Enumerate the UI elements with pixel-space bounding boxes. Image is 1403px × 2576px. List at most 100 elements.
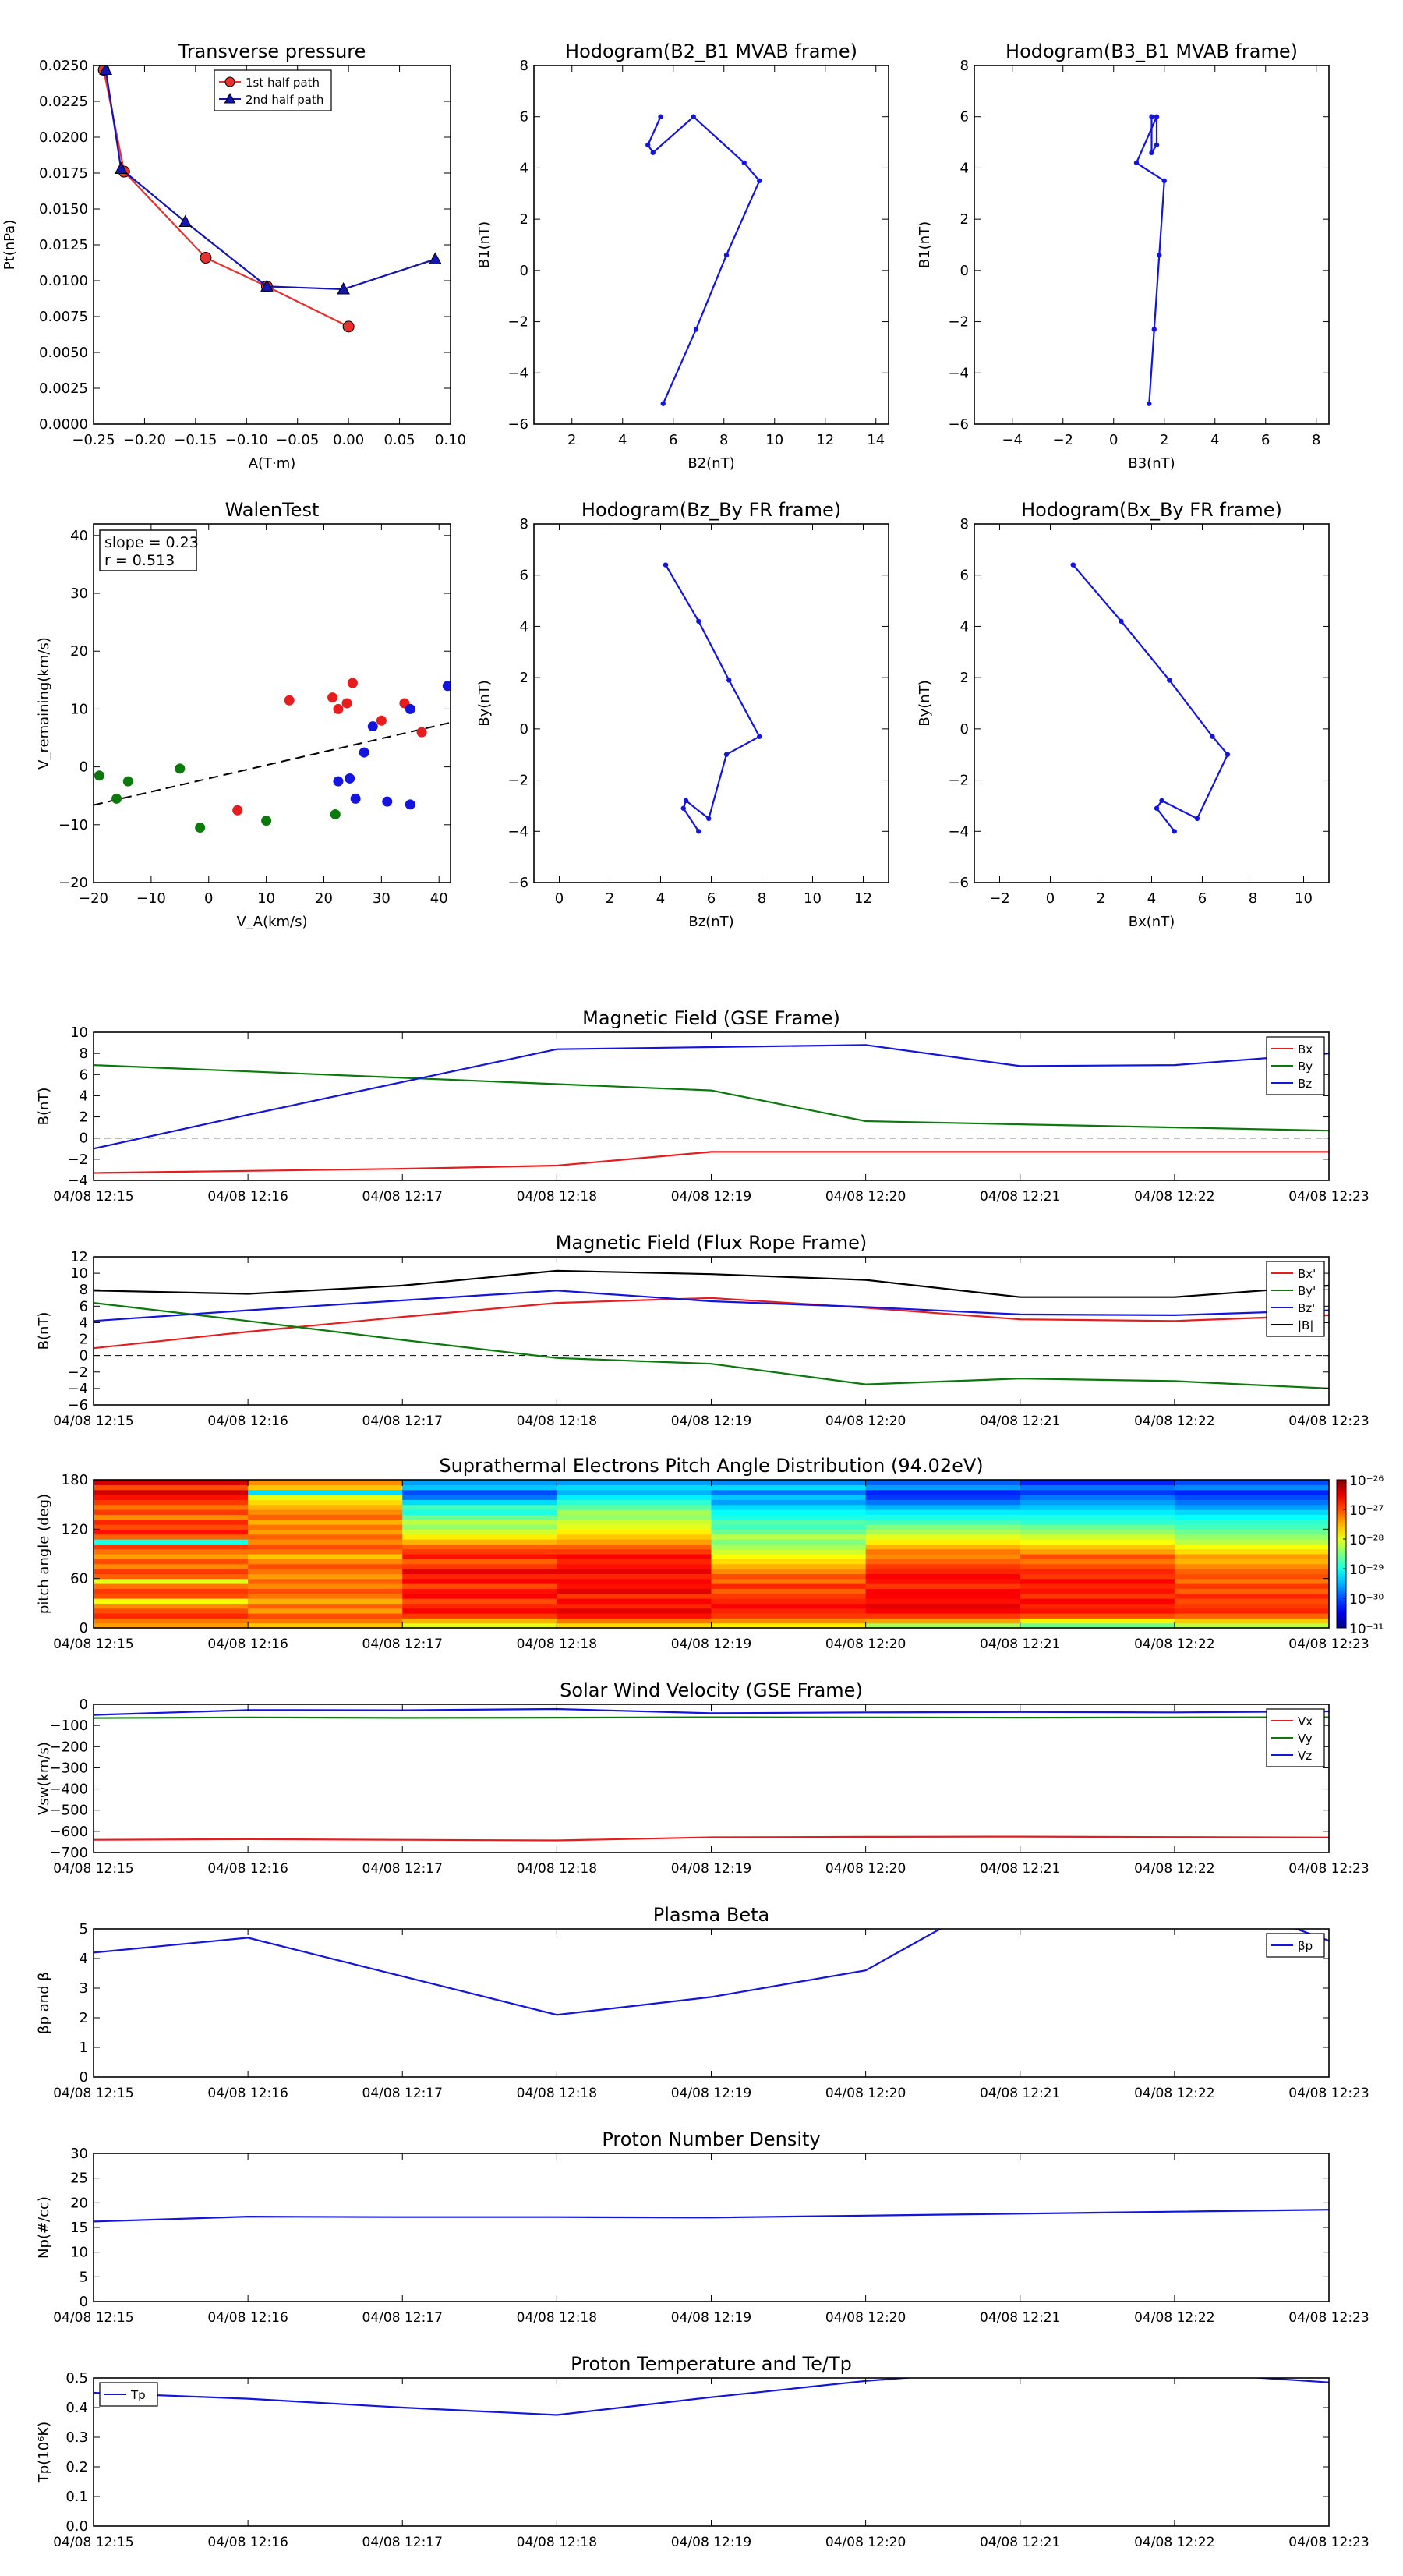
y-axis-label: V_remaining(km/s) <box>36 637 52 770</box>
x-tick-label: 04/08 12:15 <box>53 2086 133 2101</box>
data-point <box>650 150 656 155</box>
legend-label: Bx' <box>1298 1267 1316 1281</box>
x-tick-label: 04/08 12:22 <box>1134 1414 1214 1429</box>
heatmap-cell <box>1174 1484 1329 1491</box>
heatmap-cell <box>1020 1578 1175 1584</box>
chart-title: Hodogram(Bz_By FR frame) <box>581 499 841 521</box>
axes-frame <box>93 1031 1330 1181</box>
data-point <box>1154 114 1160 119</box>
heatmap-cell <box>711 1534 867 1540</box>
data-point <box>693 327 699 332</box>
heatmap-cell <box>1174 1519 1329 1525</box>
y-tick-label: −6 <box>948 875 969 891</box>
series-line <box>647 115 761 405</box>
heatmap-cell <box>1174 1593 1329 1599</box>
data-point <box>723 252 730 258</box>
data-point <box>1172 829 1177 834</box>
heatmap-cell <box>94 1489 249 1495</box>
heatmap-cell <box>248 1484 403 1491</box>
y-tick-label: 0 <box>960 721 969 738</box>
y-tick-label: 40 <box>70 528 88 544</box>
heatmap-cell <box>557 1554 712 1559</box>
heatmap-cell <box>557 1588 712 1594</box>
heatmap-cell <box>248 1622 403 1628</box>
x-tick-label: 2 <box>1097 890 1105 907</box>
x-tick-label: 0 <box>204 890 213 907</box>
y-tick-label: 0 <box>80 2069 88 2086</box>
heatmap-cell <box>1020 1539 1175 1545</box>
plot-area <box>94 678 451 833</box>
heatmap-cell <box>402 1598 557 1604</box>
series-line <box>94 1044 1329 1150</box>
y-tick-label: 6 <box>520 109 528 126</box>
heatmap-cell <box>711 1489 867 1495</box>
scatter-point <box>327 692 338 703</box>
x-tick-label: 12 <box>816 432 834 448</box>
heatmap-cell <box>1020 1618 1175 1624</box>
x-tick-label: 04/08 12:17 <box>362 1861 443 1877</box>
y-axis-label: Tp(10⁶K) <box>36 2422 52 2483</box>
heatmap-cell <box>711 1548 867 1555</box>
heatmap-cell <box>1174 1534 1329 1540</box>
y-tick-label: −6 <box>507 416 528 433</box>
heatmap-cell <box>557 1519 712 1525</box>
heatmap-cell <box>1174 1554 1329 1559</box>
x-tick-label: 8 <box>1249 890 1257 907</box>
x-tick-label: −0.20 <box>123 432 166 448</box>
x-tick-label: 04/08 12:16 <box>207 1189 288 1205</box>
y-tick-label: 2 <box>520 670 528 686</box>
heatmap-cell <box>94 1529 249 1535</box>
y-tick-label: 20 <box>70 2195 88 2211</box>
data-point <box>1133 160 1140 166</box>
y-tick-label: 0.0050 <box>39 345 88 361</box>
y-tick-label: −4 <box>507 823 528 840</box>
x-tick-label: 04/08 12:19 <box>671 2535 751 2550</box>
data-point <box>1149 150 1154 155</box>
chart-title: Suprathermal Electrons Pitch Angle Distr… <box>439 1455 983 1477</box>
series-line <box>665 564 761 832</box>
y-axis-label: By(nT) <box>917 680 933 726</box>
heatmap-cell <box>865 1618 1021 1624</box>
heatmap-cell <box>94 1593 249 1599</box>
x-tick-label: 04/08 12:21 <box>980 1637 1060 1652</box>
heatmap-cell <box>248 1499 403 1506</box>
y-tick-label: −20 <box>58 875 88 891</box>
heatmap-cell <box>248 1618 403 1624</box>
series-line <box>94 2378 1329 2416</box>
scatter-point <box>382 796 393 807</box>
y-tick-label: 2 <box>960 211 969 228</box>
x-tick-label: 04/08 12:22 <box>1134 2310 1214 2326</box>
scatter-point <box>341 698 352 709</box>
heatmap-cell <box>248 1588 403 1594</box>
y-tick-label: 0 <box>960 263 969 279</box>
heatmap-cell <box>402 1514 557 1520</box>
heatmap-cell <box>248 1578 403 1584</box>
y-tick-label: 0.0000 <box>39 416 88 433</box>
heatmap-cell <box>94 1524 249 1530</box>
y-tick-label: −4 <box>948 365 969 381</box>
chart-title: Proton Temperature and Te/Tp <box>571 2353 852 2375</box>
heatmap-cell <box>1174 1529 1329 1535</box>
data-point <box>429 252 442 264</box>
heatmap-cell <box>557 1539 712 1545</box>
x-tick-label: 4 <box>656 890 665 907</box>
heatmap-cell <box>94 1548 249 1555</box>
chart-title: WalenTest <box>225 499 320 521</box>
data-point <box>706 816 712 822</box>
x-tick-label: 04/08 12:17 <box>362 2086 443 2101</box>
heatmap-cell <box>865 1573 1021 1580</box>
chart-title: Magnetic Field (Flux Rope Frame) <box>556 1232 867 1254</box>
y-tick-label: 8 <box>960 58 969 74</box>
y-tick-label: 30 <box>70 2146 88 2162</box>
data-point <box>1154 142 1160 148</box>
heatmap-cell <box>402 1593 557 1599</box>
scatter-point <box>94 770 104 781</box>
x-tick-label: 04/08 12:20 <box>825 1414 906 1429</box>
x-axis-label: Bz(nT) <box>688 914 733 930</box>
legend-label: By <box>1298 1060 1313 1074</box>
heatmap-cell <box>865 1598 1021 1604</box>
y-tick-label: 0 <box>520 263 528 279</box>
heatmap-cell <box>248 1569 403 1574</box>
y-tick-label: 1 <box>80 2040 88 2056</box>
x-tick-label: 6 <box>669 432 677 448</box>
